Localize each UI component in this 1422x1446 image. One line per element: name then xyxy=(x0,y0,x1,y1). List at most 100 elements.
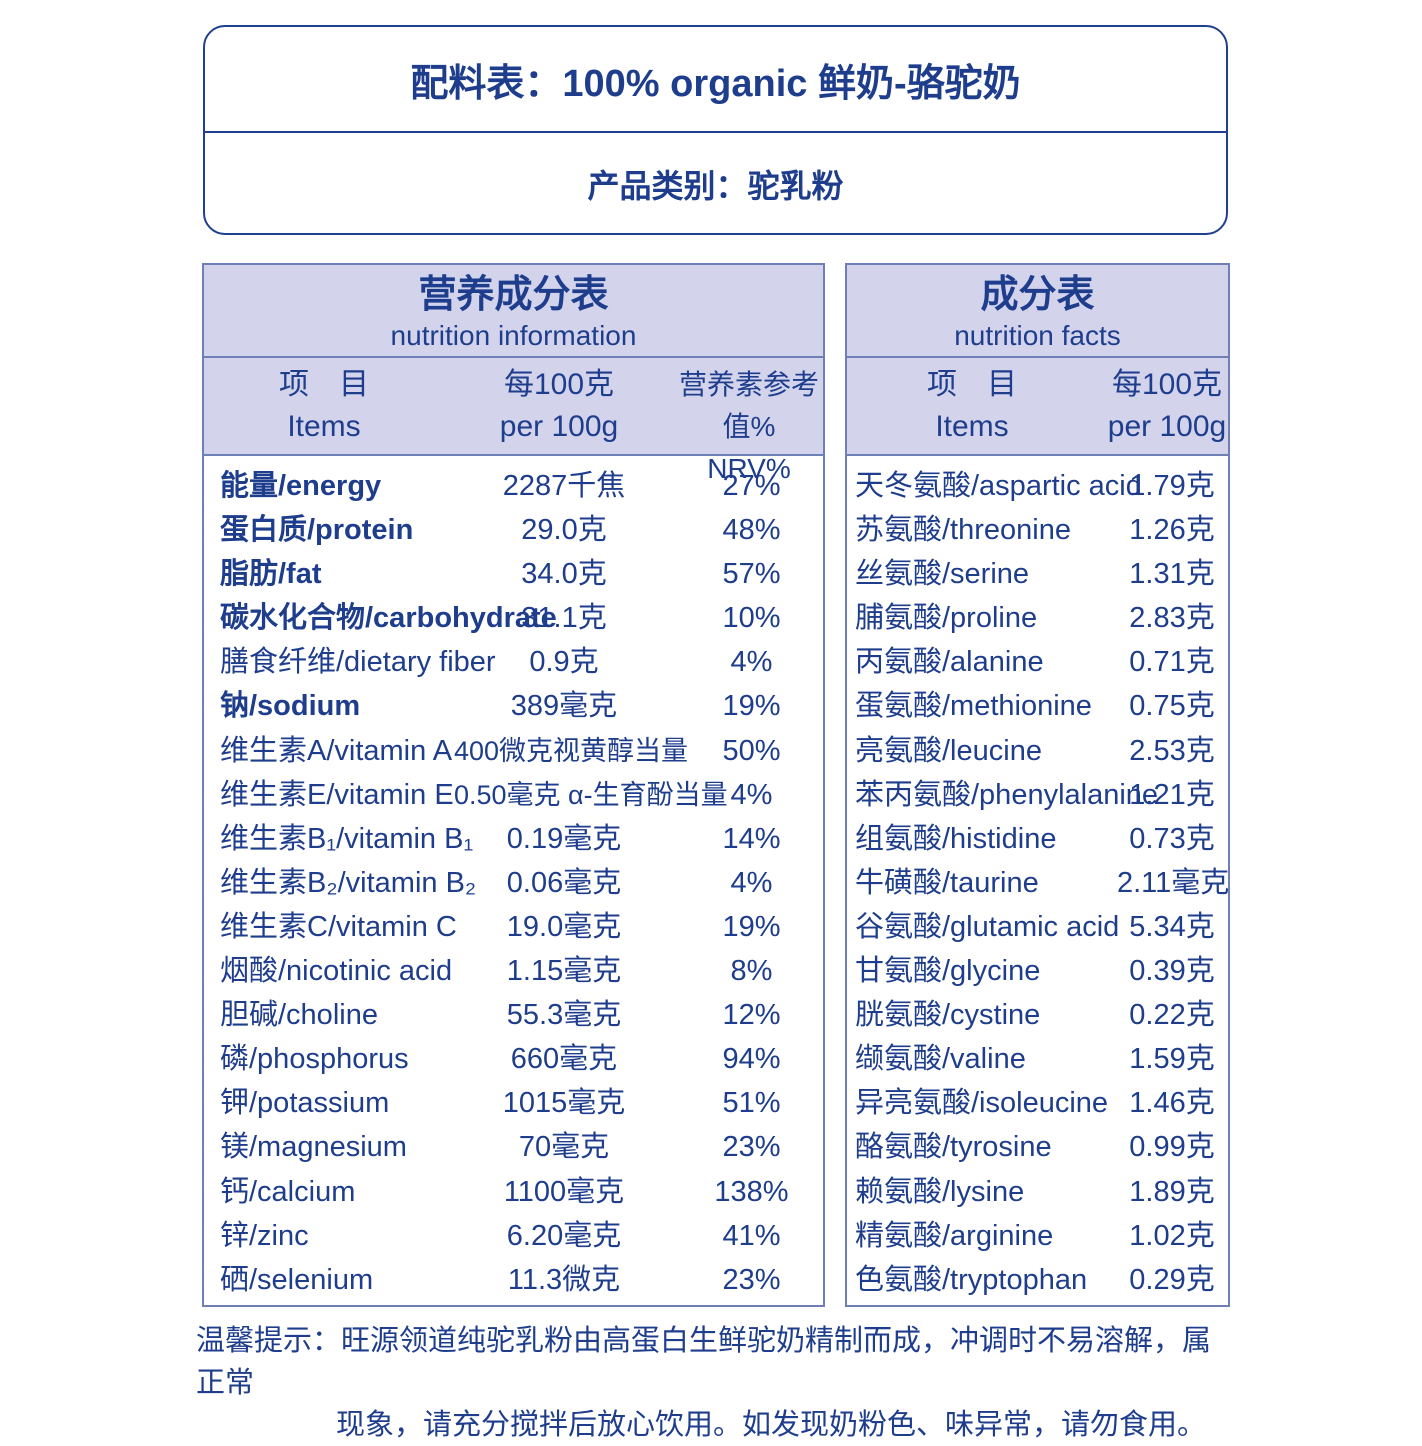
facts-item-name: 异亮氨酸/isoleucine xyxy=(855,1087,1109,1120)
facts-item-value: 0.73克 xyxy=(1129,822,1215,855)
facts-row: 酪氨酸/tyrosine 0.99克 xyxy=(847,1125,1228,1169)
nutrition-item-name: 钙/calcium xyxy=(220,1175,356,1208)
facts-row: 丝氨酸/serine 1.31克 xyxy=(847,552,1228,596)
col-items-cn: 项 目 xyxy=(279,368,369,401)
nutrition-item-value: 70毫克 xyxy=(518,1131,610,1164)
facts-table-header: 成分表 nutrition facts xyxy=(847,265,1228,358)
nutrition-column-headers: 项 目 Items 每100克 per 100g 营养素参考值% NRV% xyxy=(204,358,823,484)
facts-row: 亮氨酸/leucine 2.53克 xyxy=(847,729,1228,773)
ingredients-line: 配料表：100% organic 鲜奶-骆驼奶 xyxy=(410,62,1021,105)
nutrition-item-nrv: 4% xyxy=(730,866,773,899)
col-nrv-en: NRV% xyxy=(707,453,791,484)
facts-item-name: 胱氨酸/cystine xyxy=(855,999,1041,1032)
nutrition-item-name: 硒/selenium xyxy=(220,1263,374,1296)
nutrition-item-nrv: 4% xyxy=(730,646,773,679)
nutrition-row: 硒/selenium 11.3微克 23% xyxy=(204,1258,823,1302)
facts-item-name: 赖氨酸/lysine xyxy=(855,1175,1025,1208)
facts-item-name: 丙氨酸/alanine xyxy=(855,646,1044,679)
facts-title-cn: 成分表 xyxy=(980,274,1095,316)
facts-item-name: 天冬氨酸/aspartic acid xyxy=(855,470,1142,502)
facts-item-value: 1.21克 xyxy=(1129,778,1215,811)
facts-item-value: 1.59克 xyxy=(1129,1043,1215,1076)
facts-col-per100g-en: per 100g xyxy=(1107,410,1227,443)
facts-row: 苏氨酸/threonine 1.26克 xyxy=(847,508,1228,552)
facts-item-name: 蛋氨酸/methionine xyxy=(855,690,1092,723)
nutrition-item-nrv: 27% xyxy=(722,470,781,502)
nutrition-item-nrv: 19% xyxy=(722,910,781,943)
nutrition-item-name: 蛋白质/protein xyxy=(220,514,414,547)
facts-row: 胱氨酸/cystine 0.22克 xyxy=(847,993,1228,1037)
nutrition-row: 钙/calcium 1100毫克 138% xyxy=(204,1170,823,1214)
nutrition-item-value: 31.1克 xyxy=(521,602,607,635)
facts-item-value: 2.83克 xyxy=(1129,602,1215,635)
facts-row: 组氨酸/histidine 0.73克 xyxy=(847,817,1228,861)
facts-col-per100g-cn: 每100克 xyxy=(1111,368,1223,401)
facts-item-name: 酪氨酸/tyrosine xyxy=(855,1131,1052,1164)
nutrition-item-name: 维生素B₁/vitamin B₁ xyxy=(220,822,474,855)
facts-item-value: 1.46克 xyxy=(1129,1087,1215,1120)
ingredients-box: 配料表：100% organic 鲜奶-骆驼奶 产品类别：驼乳粉 xyxy=(203,25,1228,235)
facts-item-value: 1.02克 xyxy=(1129,1219,1215,1252)
warm-tip-line-1: 温馨提示：旺源领道纯驼乳粉由高蛋白生鲜驼奶精制而成，冲调时不易溶解，属正常 xyxy=(196,1325,1212,1399)
nutrition-item-nrv: 19% xyxy=(722,690,781,723)
col-items-en: Items xyxy=(287,410,361,443)
nutrition-item-name: 烟酸/nicotinic acid xyxy=(220,955,453,988)
nutrition-row: 碳水化合物/carbohydrate 31.1克 10% xyxy=(204,596,823,640)
nutrition-item-value: 0.50毫克 α-生育酚当量 xyxy=(454,779,728,810)
warm-tip: 温馨提示：旺源领道纯驼乳粉由高蛋白生鲜驼奶精制而成，冲调时不易溶解，属正常 现象… xyxy=(196,1320,1236,1446)
nutrition-item-name: 钾/potassium xyxy=(220,1087,390,1120)
facts-item-value: 5.34克 xyxy=(1129,910,1215,943)
facts-item-name: 缬氨酸/valine xyxy=(855,1043,1026,1076)
facts-item-value: 2.11毫克 xyxy=(1117,866,1230,899)
nutrition-item-value: 1.15毫克 xyxy=(506,955,622,988)
nutrition-item-nrv: 23% xyxy=(722,1263,781,1296)
warm-tip-line-2: 现象，请充分搅拌后放心饮用。如发现奶粉色、味异常，请勿食用。 xyxy=(336,1409,1207,1441)
nutrition-facts-table: 成分表 nutrition facts 项 目 Items 每100克 per … xyxy=(845,263,1230,1307)
facts-item-name: 牛磺酸/taurine xyxy=(855,866,1039,899)
nutrition-item-name: 维生素A/vitamin A xyxy=(220,734,453,767)
nutrition-title-cn: 营养成分表 xyxy=(418,274,609,316)
facts-row: 谷氨酸/glutamic acid 5.34克 xyxy=(847,905,1228,949)
col-nrv: 营养素参考值% NRV% xyxy=(674,364,824,490)
nutrition-item-name: 锌/zinc xyxy=(220,1219,309,1252)
nutrition-item-nrv: 50% xyxy=(722,734,781,767)
facts-row: 蛋氨酸/methionine 0.75克 xyxy=(847,684,1228,728)
facts-item-value: 0.71克 xyxy=(1129,646,1215,679)
nutrition-item-value: 400微克视黄醇当量 xyxy=(454,735,689,766)
category-line: 产品类别：驼乳粉 xyxy=(205,131,1226,233)
col-per100g: 每100克 per 100g xyxy=(484,364,634,448)
facts-item-name: 谷氨酸/glutamic acid xyxy=(855,910,1120,943)
nutrition-item-name: 磷/phosphorus xyxy=(220,1043,409,1076)
nutrition-item-name: 膳食纤维/dietary fiber xyxy=(220,646,496,679)
nutrition-row: 维生素C/vitamin C 19.0毫克 19% xyxy=(204,905,823,949)
nutrition-item-nrv: 138% xyxy=(714,1175,789,1208)
nutrition-item-nrv: 48% xyxy=(722,514,781,547)
facts-col-per100g: 每100克 per 100g xyxy=(1102,364,1232,448)
nutrition-row: 蛋白质/protein 29.0克 48% xyxy=(204,508,823,552)
nutrition-item-value: 2287千焦 xyxy=(502,470,626,502)
nutrition-row: 脂肪/fat 34.0克 57% xyxy=(204,552,823,596)
nutrition-item-value: 0.9克 xyxy=(529,646,599,679)
nutrition-item-nrv: 51% xyxy=(722,1087,781,1120)
col-nrv-cn: 营养素参考值% xyxy=(678,369,819,442)
nutrition-item-value: 0.06毫克 xyxy=(506,866,622,899)
nutrition-item-nrv: 10% xyxy=(722,602,781,635)
nutrition-row: 锌/zinc 6.20毫克 41% xyxy=(204,1214,823,1258)
facts-row: 色氨酸/tryptophan 0.29克 xyxy=(847,1258,1228,1302)
nutrition-item-value: 6.20毫克 xyxy=(506,1219,622,1252)
nutrition-item-value: 0.19毫克 xyxy=(506,822,622,855)
nutrition-table-header: 营养成分表 nutrition information xyxy=(204,265,823,358)
nutrition-item-value: 1015毫克 xyxy=(502,1087,626,1120)
facts-item-value: 1.31克 xyxy=(1129,558,1215,591)
nutrition-item-nrv: 12% xyxy=(722,999,781,1032)
facts-row: 牛磺酸/taurine 2.11毫克 xyxy=(847,861,1230,905)
nutrition-item-nrv: 41% xyxy=(722,1219,781,1252)
facts-row: 赖氨酸/lysine 1.89克 xyxy=(847,1170,1228,1214)
nutrition-item-value: 55.3毫克 xyxy=(506,999,622,1032)
facts-col-items-en: Items xyxy=(935,410,1009,443)
facts-item-value: 0.22克 xyxy=(1129,999,1215,1032)
facts-item-name: 色氨酸/tryptophan xyxy=(855,1263,1088,1296)
nutrition-item-name: 维生素B₂/vitamin B₂ xyxy=(220,866,477,899)
nutrition-rows: 能量/energy 2287千焦 27% 蛋白质/protein 29.0克 48% 脂肪/… xyxy=(204,456,823,1302)
facts-rows: 天冬氨酸/aspartic acid 1.79克 苏氨酸/threonine 1.26… xyxy=(847,456,1230,1302)
